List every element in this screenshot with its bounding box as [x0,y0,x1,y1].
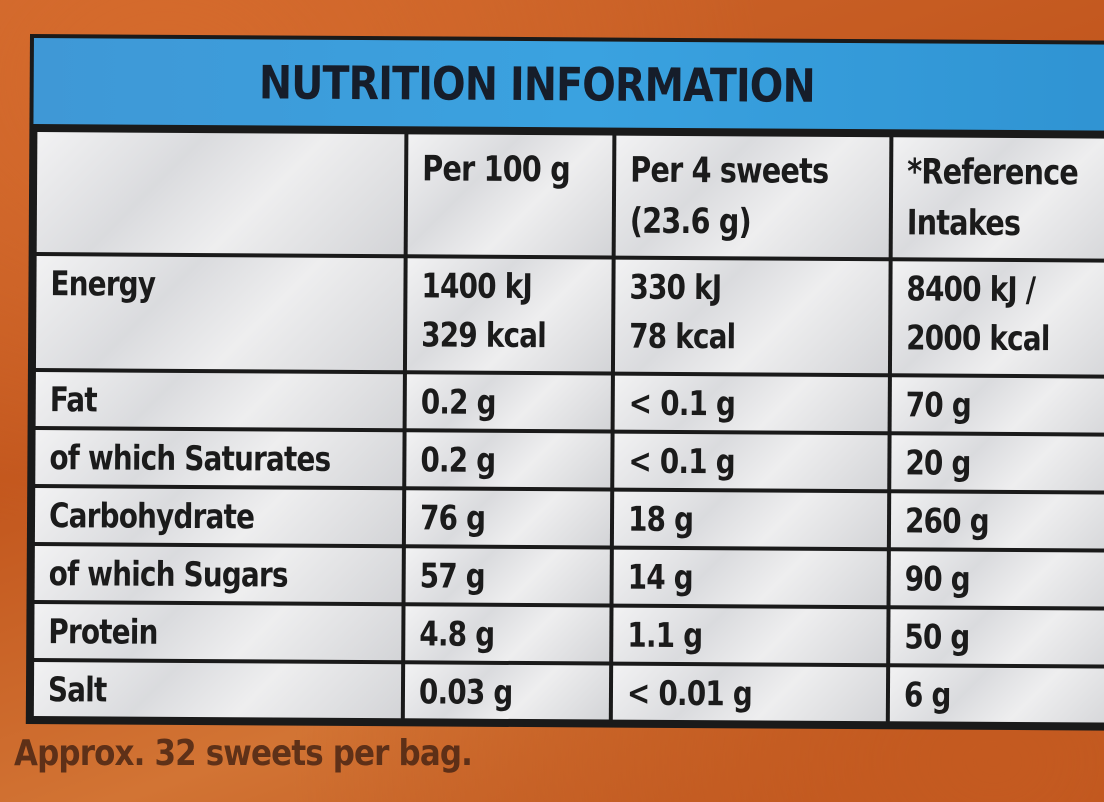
row-per100: 1400 kJ 329 kcal [406,258,612,372]
row-per100: 0.2 g [406,374,611,430]
servings-per-bag-note: Approx. 32 sweets per bag. [14,733,473,774]
energy-reference-kj: 8400 kJ / [905,269,1035,311]
header-reference-line1: *Reference [906,152,1078,194]
energy-per100-kcal: 329 kcal [420,315,546,357]
row-per-serving: 1.1 g [612,607,887,664]
energy-reference-kcal: 2000 kcal [905,318,1050,360]
row-label: of which Sugars [34,546,402,603]
nutrition-label: NUTRITION INFORMATION Per 100 g Per 4 sw… [25,34,1104,731]
table-row-sugars: of which Sugars 57 g 14 g 90 g [34,546,1104,607]
nutrition-title: NUTRITION INFORMATION [258,55,815,113]
row-label: Carbohydrate [34,488,402,545]
row-per100: 57 g [405,548,610,604]
header-per-100g: Per 100 g [407,134,613,256]
table-row-protein: Protein 4.8 g 1.1 g 50 g [34,604,1104,665]
header-reference-intakes: *Reference Intakes [892,137,1104,259]
row-per-serving: < 0.1 g [614,375,888,432]
header-per-serving-line2: (23.6 g) [629,201,751,243]
row-label: Fat [35,372,403,429]
energy-per-serving-kj: 330 kJ [629,267,722,309]
row-reference: 260 g [890,493,1104,549]
row-per-serving: < 0.1 g [613,433,888,490]
row-reference: 20 g [890,435,1104,491]
row-reference: 90 g [890,551,1104,607]
row-per-serving: 330 kJ 78 kcal [614,259,889,374]
table-row-carbohydrate: Carbohydrate 76 g 18 g 260 g [34,488,1104,549]
row-reference: 6 g [889,667,1104,723]
row-label: Protein [34,604,402,661]
table-row-salt: Salt 0.03 g < 0.01 g 6 g [33,662,1104,723]
row-reference: 50 g [889,609,1104,665]
nutrition-table: Per 100 g Per 4 sweets (23.6 g) *Referen… [29,128,1104,727]
table-row-energy: Energy 1400 kJ 329 kcal 330 kJ 78 kcal 8… [35,256,1104,375]
header-blank-cell [36,132,405,255]
row-reference: 70 g [891,377,1104,433]
header-per-serving-line1: Per 4 sweets [629,150,829,192]
row-per-serving: 18 g [613,491,887,548]
row-label: Energy [35,256,404,371]
row-per-serving: < 0.01 g [612,665,886,722]
title-band: NUTRITION INFORMATION [33,38,1104,131]
row-label: Salt [33,662,401,719]
header-per-serving: Per 4 sweets (23.6 g) [615,135,890,258]
table-row-fat: Fat 0.2 g < 0.1 g 70 g [35,372,1104,433]
row-per100: 0.03 g [404,664,609,720]
row-per-serving: 14 g [613,549,887,606]
table-header-row: Per 100 g Per 4 sweets (23.6 g) *Referen… [36,132,1104,259]
energy-per100-kj: 1400 kJ [420,266,532,308]
row-per100: 76 g [405,490,610,546]
row-per100: 4.8 g [404,606,610,662]
table-row-saturates: of which Saturates 0.2 g < 0.1 g 20 g [35,430,1104,491]
energy-per-serving-kcal: 78 kcal [628,316,736,358]
row-reference: 8400 kJ / 2000 kcal [891,261,1104,375]
header-reference-line2: Intakes [906,203,1020,244]
row-label: of which Saturates [35,430,403,487]
row-per100: 0.2 g [405,432,611,488]
